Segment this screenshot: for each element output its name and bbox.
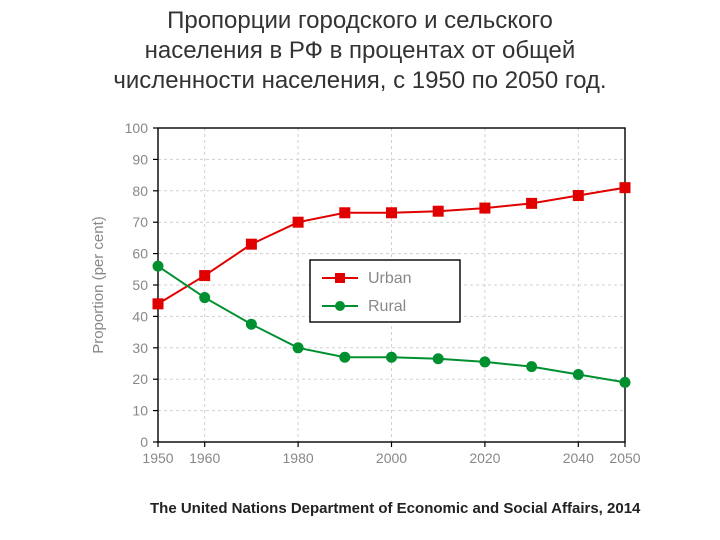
svg-text:20: 20: [132, 371, 148, 387]
title-line-2: населения в РФ в процентах от общей: [145, 37, 576, 64]
svg-text:100: 100: [125, 120, 149, 136]
svg-text:1960: 1960: [189, 450, 220, 466]
source-caption: The United Nations Department of Economi…: [150, 500, 700, 517]
svg-text:40: 40: [132, 308, 148, 324]
title-line-1: Пропорции городского и сельского: [167, 7, 553, 34]
svg-text:0: 0: [140, 434, 148, 450]
svg-text:Rural: Rural: [368, 298, 406, 315]
svg-text:2050: 2050: [609, 450, 640, 466]
chart: 0 10 20 30 40 50 60 70 80 90 100 1950 1960 1980 2000 20…: [80, 110, 640, 490]
svg-text:70: 70: [132, 214, 148, 230]
page-title: Пропорции городского и сельского населен…: [0, 6, 720, 96]
svg-text:10: 10: [132, 403, 148, 419]
svg-text:2000: 2000: [376, 450, 407, 466]
svg-text:2020: 2020: [469, 450, 500, 466]
svg-text:30: 30: [132, 340, 148, 356]
svg-text:90: 90: [132, 151, 148, 167]
chart-svg: 0 10 20 30 40 50 60 70 80 90 100 1950 1960 1980 2000 20…: [80, 110, 640, 490]
svg-text:2040: 2040: [563, 450, 594, 466]
svg-text:Proportion (per cent): Proportion (per cent): [90, 216, 107, 354]
svg-text:Urban: Urban: [368, 270, 412, 287]
svg-text:50: 50: [132, 277, 148, 293]
svg-text:1980: 1980: [283, 450, 314, 466]
svg-text:80: 80: [132, 183, 148, 199]
title-line-3: численности населения, с 1950 по 2050 го…: [113, 67, 606, 94]
svg-text:1950: 1950: [142, 450, 173, 466]
svg-text:60: 60: [132, 246, 148, 262]
